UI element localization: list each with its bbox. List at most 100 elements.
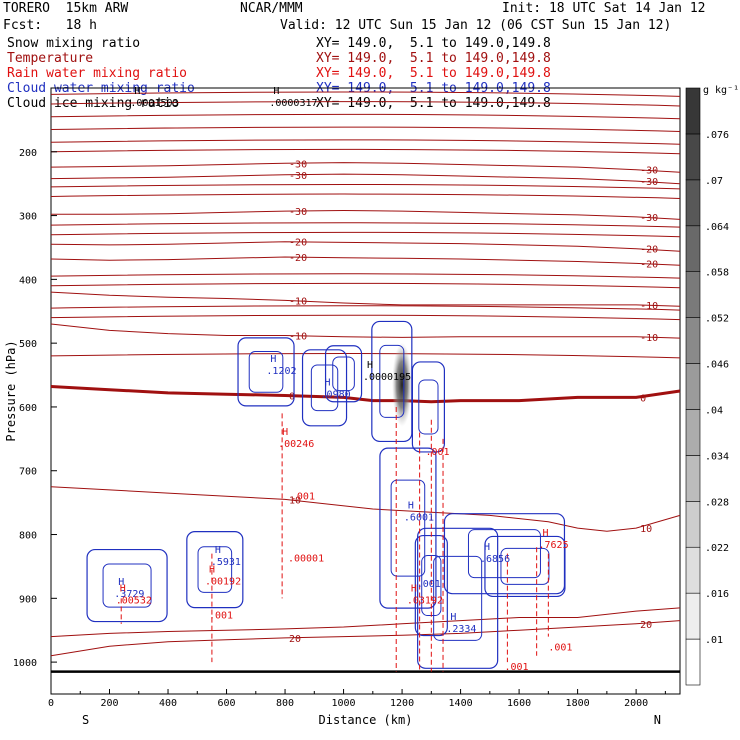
temperature-label-right-5: -10	[640, 301, 658, 312]
cloud-water-inner-0	[248, 350, 284, 393]
y-tick-label-0: 200	[19, 148, 37, 159]
temperature-label-4: -20	[289, 253, 307, 264]
temperature-label-right-9: 20	[640, 620, 652, 631]
y-tick-label-7: 900	[19, 594, 37, 605]
extremum-value-3: .0000317	[269, 98, 317, 109]
cloud-water-contour-11	[417, 527, 499, 669]
temperature-contour-5	[50, 291, 681, 307]
extremum-letter-5: H	[282, 427, 288, 438]
extremum-letter-4: H	[134, 86, 140, 97]
temperature-label-right-4: -20	[640, 259, 658, 270]
extremum-value-9: .3729	[114, 589, 144, 600]
field-name-2: Rain water mixing ratio	[7, 66, 188, 81]
x-tick-label-0: 0	[48, 698, 54, 709]
extremum-letter-8: H	[209, 564, 215, 575]
colorbar-label-9: .064	[705, 222, 729, 233]
upper-isotherm-13	[50, 314, 681, 321]
contour-value-label-5: .001	[209, 611, 233, 622]
model-title: TORERO 15km ARW	[3, 1, 129, 16]
temperature-contour-4	[50, 256, 681, 266]
cloud-water-inner-11	[433, 555, 483, 641]
colorbar-label-1: .016	[705, 589, 729, 600]
temperature-label-5: -10	[289, 296, 307, 307]
snow-maximum	[392, 342, 413, 427]
temperature-label-right-2: -30	[640, 213, 658, 224]
extremum-letter-0: H	[270, 354, 276, 365]
colorbar-label-7: .052	[705, 314, 729, 325]
temperature-contour-9	[50, 620, 681, 657]
upper-isotherm-8	[50, 222, 681, 228]
upper-isotherm-6	[50, 183, 681, 190]
extremum-value-12: .2334	[446, 624, 476, 635]
x-tick-label-10: 2000	[624, 698, 648, 709]
extremum-value-2: .0000195	[363, 372, 411, 383]
field-name-0: Snow mixing ratio	[7, 36, 141, 51]
extremum-letter-3: H	[273, 86, 279, 97]
cloud-water-inner-3	[379, 344, 405, 418]
x-tick-label-4: 800	[276, 698, 294, 709]
cloud-water-inner-1	[310, 364, 339, 412]
upper-isotherm-2	[50, 113, 681, 120]
temperature-contour-10	[50, 607, 681, 638]
x-tick-label-1: 200	[100, 698, 118, 709]
field-name-1: Temperature	[7, 51, 94, 66]
contour-value-label-4: .001	[548, 643, 572, 654]
extremum-letter-11: H	[411, 584, 417, 595]
temperature-label-right-7: 0	[640, 393, 646, 404]
temperature-label-1: -30	[289, 171, 307, 182]
upper-isotherm-14	[50, 353, 681, 359]
temperature-contour-6	[50, 323, 681, 339]
cloud-water-contour-2	[324, 345, 363, 403]
temperature-label-right-8: 10	[640, 524, 652, 535]
contour-value-label-3: .001	[417, 579, 441, 590]
colorbar-label-4: .034	[705, 451, 729, 462]
temperature-contour-1	[50, 173, 681, 185]
north-label: N	[654, 713, 661, 727]
temperature-contour-2	[51, 209, 681, 220]
colorbar-segment-2	[685, 546, 701, 594]
field-xy-4: XY= 149.0, 5.1 to 149.0,149.8	[316, 96, 551, 111]
extremum-letter-14: H	[542, 528, 548, 539]
y-tick-label-8: 1000	[13, 658, 37, 669]
extremum-letter-9: H	[118, 577, 124, 588]
extremum-value-11: .03192	[407, 596, 443, 607]
temperature-label-right-6: -10	[640, 333, 658, 344]
upper-isotherm-0	[50, 91, 681, 97]
y-tick-label-1: 300	[19, 212, 37, 223]
y-tick-label-4: 600	[19, 403, 37, 414]
upper-isotherm-10	[50, 273, 681, 279]
contour-value-label-0: .001	[291, 491, 315, 502]
cloud-water-inner-4	[418, 379, 439, 435]
x-tick-label-6: 1200	[390, 698, 414, 709]
x-tick-label-5: 1000	[332, 698, 356, 709]
cloud-water-contour-10	[86, 548, 168, 623]
temperature-label-0: -30	[289, 159, 307, 170]
init-time: Init: 18 UTC Sat 14 Jan 12	[502, 1, 706, 16]
temperature-label-2: -30	[289, 207, 307, 218]
colorbar-label-11: .076	[705, 130, 729, 141]
colorbar-segment-11	[685, 133, 701, 181]
upper-isotherm-1	[50, 101, 681, 107]
colorbar-segment-8	[685, 271, 701, 318]
cloud-water-inner-8	[500, 547, 550, 585]
colorbar-label-3: .028	[705, 497, 729, 508]
temperature-contour-8	[50, 486, 681, 532]
colorbar-label-8: .058	[705, 268, 729, 279]
colorbar-label-0: .01	[705, 635, 723, 646]
temperature-contour-0	[50, 162, 681, 173]
colorbar-segment-12	[685, 87, 701, 135]
colorbar-label-6: .046	[705, 360, 729, 371]
field-xy-2: XY= 149.0, 5.1 to 149.0,149.8	[316, 66, 551, 81]
cloud-water-contour-8	[484, 535, 566, 598]
south-label: S	[82, 713, 89, 727]
colorbar-segment-0	[685, 638, 701, 686]
temperature-label-8: 10	[289, 495, 301, 506]
colorbar-segment-3	[685, 501, 701, 548]
colorbar-label-2: .022	[705, 543, 729, 554]
forecast-hour: Fcst: 18 h	[3, 18, 97, 33]
temperature-label-7: 0	[289, 391, 295, 402]
extremum-letter-10: H	[120, 584, 126, 595]
x-tick-label-9: 1800	[566, 698, 590, 709]
extremum-value-8: .00192	[205, 576, 241, 587]
x-axis-title: Distance (km)	[319, 713, 413, 727]
